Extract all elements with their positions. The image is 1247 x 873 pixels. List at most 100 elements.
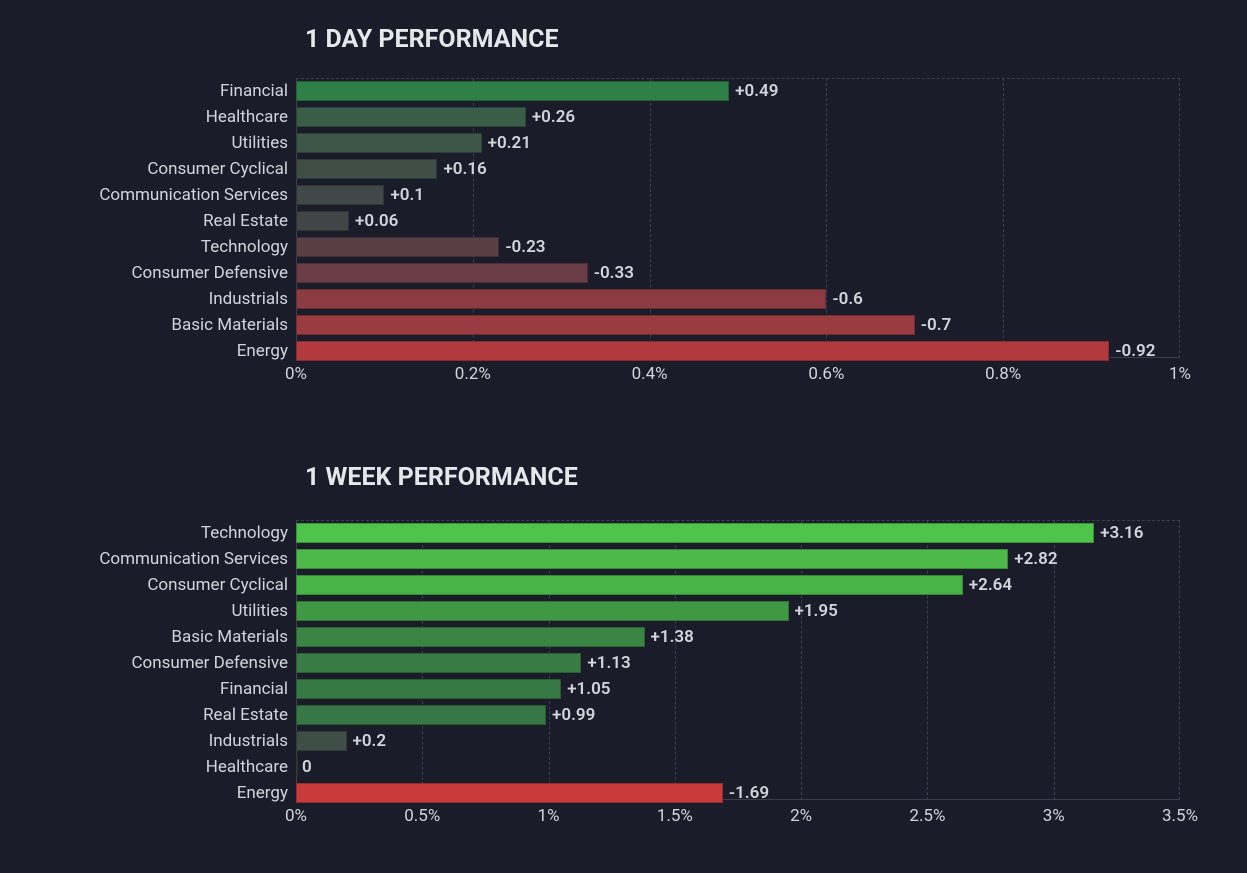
bar-row: Consumer Cyclical+0.16: [296, 159, 1180, 179]
bar-category-label: Consumer Cyclical: [147, 159, 288, 179]
bar-row: Consumer Defensive-0.33: [296, 263, 1180, 283]
bar-category-label: Real Estate: [203, 705, 288, 725]
plot-border-top: [296, 520, 1180, 521]
bar-row: Financial+1.05: [296, 679, 1180, 699]
bar-value-label: -0.33: [594, 263, 634, 283]
bar-row: Utilities+1.95: [296, 601, 1180, 621]
bar-value-label: -0.23: [505, 237, 545, 257]
bar-value-label: +0.21: [488, 133, 531, 153]
bar-value-label: -0.92: [1115, 341, 1155, 361]
bar-rect: [296, 731, 347, 751]
bar-value-label: +0.26: [532, 107, 575, 127]
plot-area-day: 0%0.2%0.4%0.6%0.8%1%Financial+0.49Health…: [296, 78, 1180, 358]
plot-border-top: [296, 78, 1180, 79]
bar-category-label: Basic Materials: [171, 627, 288, 647]
bar-row: Healthcare+0.26: [296, 107, 1180, 127]
bar-category-label: Industrials: [209, 289, 288, 309]
x-tick-label: 0.2%: [455, 364, 491, 384]
bar-value-label: +0.99: [552, 705, 595, 725]
x-tick-label: 0.5%: [404, 806, 440, 826]
bar-value-label: +0.1: [390, 185, 424, 205]
bar-category-label: Communication Services: [99, 549, 288, 569]
bar-category-label: Utilities: [232, 601, 288, 621]
bar-value-label: +2.82: [1014, 549, 1057, 569]
bar-value-label: +2.64: [969, 575, 1012, 595]
x-tick-label: 1.5%: [657, 806, 693, 826]
bar-category-label: Technology: [201, 237, 288, 257]
bar-value-label: +1.13: [587, 653, 630, 673]
bar-category-label: Financial: [220, 679, 288, 699]
bar-value-label: +0.2: [353, 731, 387, 751]
bar-category-label: Basic Materials: [171, 315, 288, 335]
x-tick-label: 0.4%: [632, 364, 668, 384]
bar-rect: [296, 679, 561, 699]
bar-rect: [296, 549, 1008, 569]
bar-row: Communication Services+0.1: [296, 185, 1180, 205]
chart-title-week: 1 WEEK PERFORMANCE: [305, 463, 578, 492]
bar-category-label: Real Estate: [203, 211, 288, 231]
x-tick-label: 0.6%: [808, 364, 844, 384]
bar-category-label: Utilities: [232, 133, 288, 153]
bar-rect: [296, 107, 526, 127]
bar-rect: [296, 705, 546, 725]
bar-row: Technology-0.23: [296, 237, 1180, 257]
bar-rect: [296, 81, 729, 101]
bar-rect: [296, 289, 826, 309]
bar-value-label: -1.69: [729, 783, 769, 803]
bar-value-label: +1.05: [567, 679, 610, 699]
bar-rect: [296, 575, 963, 595]
bar-row: Energy-0.92: [296, 341, 1180, 361]
bar-value-label: 0: [302, 757, 312, 777]
x-tick-label: 2%: [790, 806, 812, 826]
bar-row: Real Estate+0.99: [296, 705, 1180, 725]
bar-row: Healthcare0: [296, 757, 1180, 777]
chart-title-day: 1 DAY PERFORMANCE: [305, 25, 559, 54]
bar-value-label: -0.7: [921, 315, 952, 335]
bar-rect: [296, 601, 789, 621]
x-tick-label: 0.8%: [985, 364, 1021, 384]
bar-row: Industrials-0.6: [296, 289, 1180, 309]
bar-rect: [296, 211, 349, 231]
bar-rect: [296, 653, 581, 673]
bar-row: Consumer Cyclical+2.64: [296, 575, 1180, 595]
bar-rect: [296, 523, 1094, 543]
bar-rect: [296, 263, 588, 283]
bar-rect: [296, 185, 384, 205]
bar-rect: [296, 133, 482, 153]
bar-value-label: +0.06: [355, 211, 398, 231]
bar-row: Industrials+0.2: [296, 731, 1180, 751]
bar-rect: [296, 237, 499, 257]
bar-rect: [296, 757, 298, 777]
x-tick-label: 0%: [285, 806, 307, 826]
bar-category-label: Consumer Cyclical: [147, 575, 288, 595]
x-tick-label: 2.5%: [909, 806, 945, 826]
bar-category-label: Technology: [201, 523, 288, 543]
bar-row: Communication Services+2.82: [296, 549, 1180, 569]
bar-category-label: Industrials: [209, 731, 288, 751]
bar-value-label: +1.95: [795, 601, 838, 621]
bar-rect: [296, 627, 645, 647]
bar-value-label: +3.16: [1100, 523, 1143, 543]
bar-category-label: Consumer Defensive: [131, 653, 288, 673]
x-tick-label: 3.5%: [1162, 806, 1198, 826]
bar-row: Basic Materials-0.7: [296, 315, 1180, 335]
bar-category-label: Healthcare: [206, 757, 288, 777]
bar-rect: [296, 159, 437, 179]
bar-row: Financial+0.49: [296, 81, 1180, 101]
bar-category-label: Energy: [237, 341, 288, 361]
x-tick-label: 3%: [1043, 806, 1065, 826]
x-tick-label: 1%: [1169, 364, 1191, 384]
bar-value-label: +1.38: [651, 627, 694, 647]
bar-value-label: +0.16: [443, 159, 486, 179]
bar-value-label: -0.6: [832, 289, 863, 309]
bar-row: Utilities+0.21: [296, 133, 1180, 153]
bar-row: Technology+3.16: [296, 523, 1180, 543]
bar-category-label: Financial: [220, 81, 288, 101]
bar-rect: [296, 341, 1109, 361]
bar-category-label: Energy: [237, 783, 288, 803]
bar-value-label: +0.49: [735, 81, 778, 101]
bar-row: Basic Materials+1.38: [296, 627, 1180, 647]
bar-category-label: Healthcare: [206, 107, 288, 127]
plot-area-week: 0%0.5%1%1.5%2%2.5%3%3.5%Technology+3.16C…: [296, 520, 1180, 800]
bar-row: Real Estate+0.06: [296, 211, 1180, 231]
